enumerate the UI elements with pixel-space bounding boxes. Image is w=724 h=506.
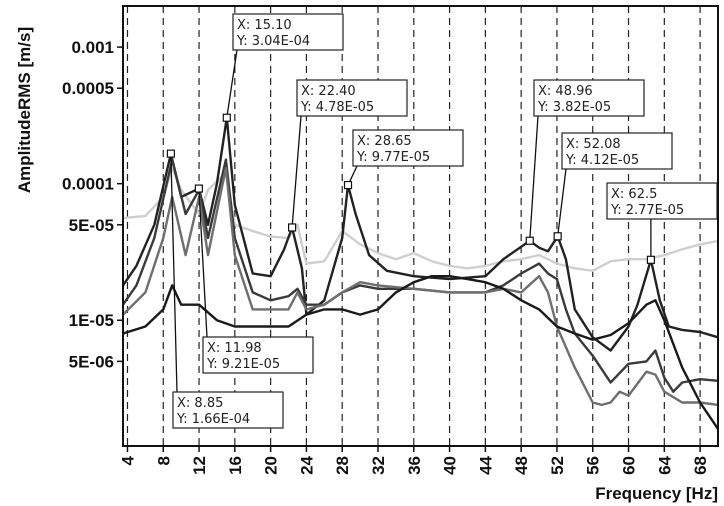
- x-tick-label-44: 44: [476, 455, 495, 474]
- datatip-marker: [194, 184, 203, 193]
- datatip-6[interactable]: X: 62.5Y: 2.77E-05: [606, 182, 718, 264]
- datatip-1[interactable]: X: 15.10Y: 3.04E-04: [222, 13, 344, 122]
- y-tick-label-4: 1E-05: [69, 311, 114, 330]
- x-tick-label-36: 36: [405, 456, 424, 475]
- x-tick-label-64: 64: [655, 455, 674, 474]
- datatip-4[interactable]: X: 48.96Y: 3.82E-05: [525, 79, 645, 245]
- datatip-x-value: X: 8.85: [177, 396, 223, 411]
- x-tick-label-48: 48: [512, 456, 531, 475]
- x-tick-label-4: 4: [118, 455, 137, 465]
- datatip-x-value: X: 22.40: [301, 84, 356, 99]
- datatip-leader: [198, 188, 208, 338]
- datatip-y-value: Y: 4.78E-05: [300, 100, 374, 115]
- series-group: [122, 116, 719, 430]
- datatip-y-value: Y: 2.77E-05: [610, 203, 684, 218]
- datatip-y-value: Y: 9.21E-05: [206, 357, 280, 372]
- x-tick-label-24: 24: [297, 455, 316, 474]
- x-tick-label-68: 68: [691, 456, 710, 475]
- x-tick-label-52: 52: [548, 456, 567, 475]
- datatip-5[interactable]: X: 52.08Y: 4.12E-05: [553, 132, 673, 241]
- datatip-x-value: X: 62.5: [611, 187, 657, 202]
- datatip-x-value: X: 48.96: [538, 84, 593, 99]
- datatip-box: [352, 129, 464, 167]
- datatip-x-value: X: 15.10: [237, 18, 292, 33]
- datatip-y-value: Y: 3.04E-04: [236, 34, 310, 49]
- datatip-box: [172, 391, 284, 429]
- datatip-marker: [288, 223, 297, 232]
- x-tick-label-12: 12: [190, 456, 209, 475]
- x-tick-label-8: 8: [154, 456, 173, 465]
- datatip-y-value: Y: 4.12E-05: [565, 153, 639, 168]
- datatip-marker: [646, 255, 655, 264]
- datatip-8[interactable]: X: 8.85Y: 1.66E-04: [166, 149, 284, 429]
- datatip-box: [606, 182, 718, 220]
- y-tick-label-0: 0.001: [71, 38, 114, 57]
- datatip-marker: [166, 149, 175, 158]
- x-axis-ticks: 4 8 12 16 20 24 28 32 36 40 44 48 52 56 60 64 68: [118, 446, 710, 475]
- datatip-x-value: X: 28.65: [357, 134, 412, 149]
- x-tick-label-28: 28: [333, 456, 352, 475]
- datatip-box: [296, 79, 408, 117]
- datatip-x-value: X: 52.08: [566, 137, 621, 152]
- datatip-2[interactable]: X: 22.40Y: 4.78E-05: [288, 79, 408, 232]
- datatip-marker: [553, 232, 562, 241]
- datatip-leader: [291, 115, 302, 228]
- x-tick-label-60: 60: [620, 456, 639, 475]
- datatip-y-value: Y: 3.82E-05: [537, 100, 611, 115]
- y-tick-label-2: 0.0001: [62, 175, 114, 194]
- x-axis-title: Frequency [Hz]: [595, 484, 718, 503]
- datatip-marker: [222, 113, 231, 122]
- datatip-y-value: Y: 9.77E-05: [356, 150, 430, 165]
- datatip-marker: [343, 180, 353, 190]
- datatip-leader: [170, 153, 178, 393]
- x-tick-label-56: 56: [584, 456, 603, 475]
- datatip-leader: [226, 49, 238, 118]
- datatip-7[interactable]: X: 11.98Y: 9.21E-05: [194, 184, 314, 374]
- datatip-3[interactable]: X: 28.65Y: 9.77E-05: [343, 129, 464, 190]
- datatip-box: [561, 132, 673, 170]
- y-tick-label-1: 0.0005: [62, 79, 114, 98]
- x-tick-label-16: 16: [226, 456, 245, 475]
- datatip-x-value: X: 11.98: [207, 341, 262, 356]
- series-line-1: [122, 166, 719, 272]
- series-line-4: [122, 166, 719, 407]
- datatip-y-value: Y: 1.66E-04: [176, 412, 250, 427]
- y-tick-label-5: 5E-06: [69, 352, 114, 371]
- plot-frame: [122, 5, 719, 447]
- datatip-box: [232, 13, 344, 51]
- y-tick-label-3: 5E-05: [69, 216, 114, 235]
- y-axis-title: AmplitudeRMS [m/s]: [15, 27, 34, 193]
- datatip-box: [533, 79, 645, 117]
- series-line-5: [122, 275, 719, 430]
- x-tick-label-20: 20: [262, 456, 281, 475]
- y-axis-ticks: 0.001 0.0005 0.0001 5E-05 1E-05 5E-06: [62, 38, 123, 371]
- datatip-leader: [529, 115, 539, 241]
- datatip-marker: [525, 236, 534, 245]
- vertical-grid: [126, 6, 701, 446]
- datatip-group: X: 15.10Y: 3.04E-04X: 22.40Y: 4.78E-05X:…: [166, 13, 718, 429]
- datatip-leader: [557, 168, 567, 237]
- x-tick-label-40: 40: [441, 456, 460, 475]
- x-tick-label-32: 32: [369, 456, 388, 475]
- datatip-box: [202, 336, 314, 374]
